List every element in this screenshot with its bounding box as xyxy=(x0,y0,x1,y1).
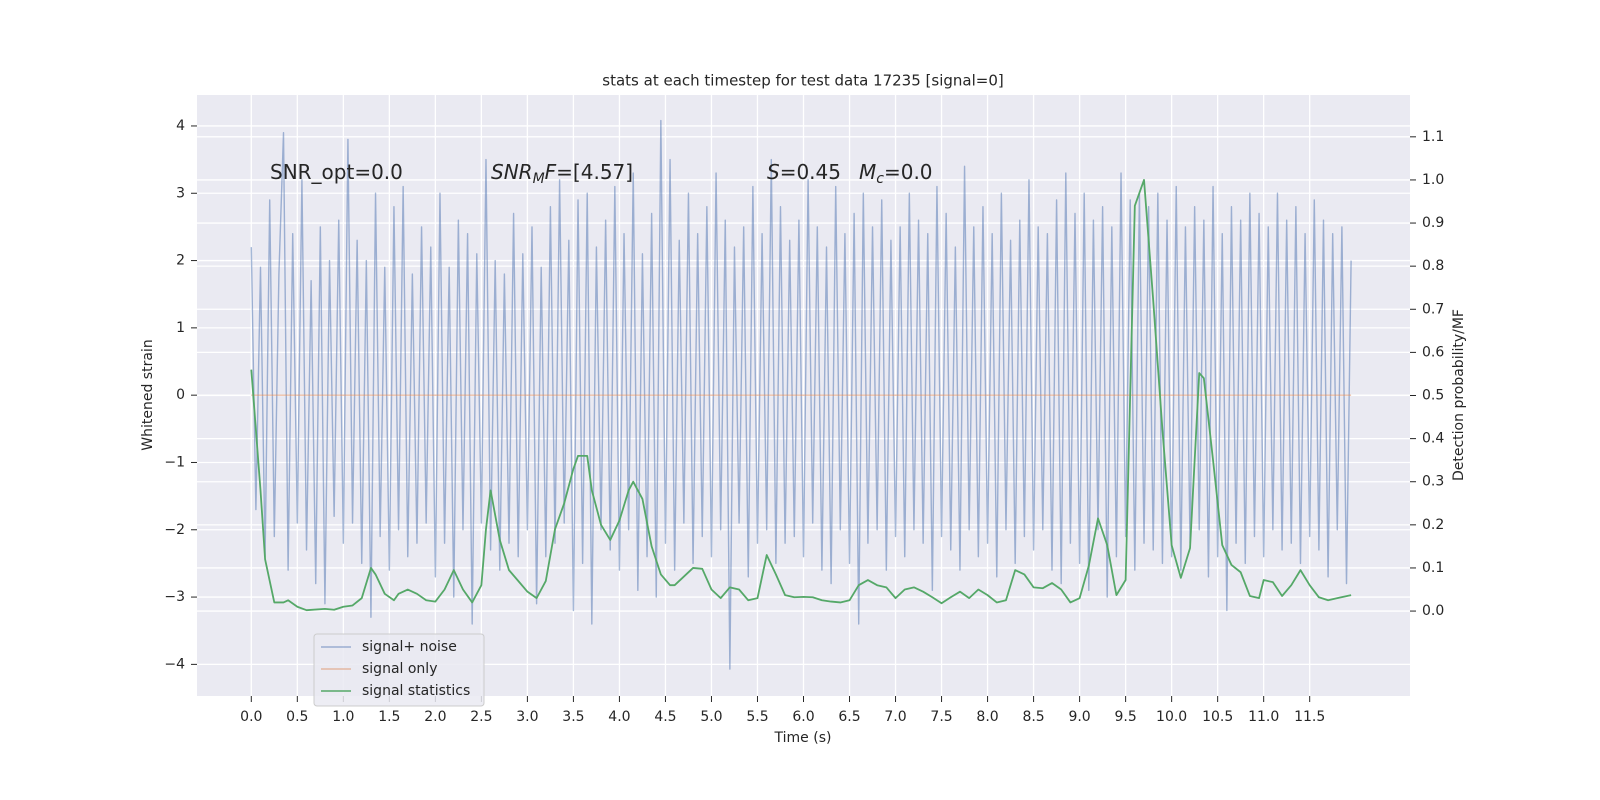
annotation-part: =0.45 xyxy=(780,160,841,184)
x-tick-label: 9.0 xyxy=(1068,709,1090,725)
annotation: SNRMF=[4.57] xyxy=(491,160,633,188)
legend-box xyxy=(313,633,485,707)
x-tick-label: 9.5 xyxy=(1114,709,1136,725)
y2-tick-label: 0.1 xyxy=(1422,560,1444,576)
y-tick-label: −4 xyxy=(164,656,185,672)
y-axis-label: Whitened strain xyxy=(140,339,156,450)
annotation: SNR_opt=0.0 xyxy=(270,160,403,184)
x-tick-label: 6.0 xyxy=(792,709,814,725)
x-tick-label: 1.5 xyxy=(378,709,400,725)
y2-tick-label: 0.8 xyxy=(1422,258,1444,274)
x-tick-label: 8.5 xyxy=(1022,709,1044,725)
x-tick-label: 5.0 xyxy=(700,709,722,725)
chart-title: stats at each timestep for test data 172… xyxy=(602,72,1003,90)
y2-tick-label: 0.5 xyxy=(1422,388,1444,404)
legend-label: signal+ noise xyxy=(362,639,457,655)
legend-label: signal statistics xyxy=(362,683,470,699)
x-tick-label: 3.5 xyxy=(562,709,584,725)
y2-tick-label: 1.0 xyxy=(1422,172,1444,188)
y-tick-label: 4 xyxy=(176,118,185,134)
x-tick-label: 1.0 xyxy=(332,709,354,725)
x-tick-label: 0.5 xyxy=(286,709,308,725)
x-tick-label: 3.0 xyxy=(516,709,538,725)
x-axis-label: Time (s) xyxy=(774,730,832,746)
y2-tick-label: 0.7 xyxy=(1422,301,1444,317)
x-tick-label: 11.5 xyxy=(1294,709,1325,725)
y2-tick-label: 0.2 xyxy=(1422,517,1444,533)
series-line xyxy=(250,119,1352,670)
y2-tick-label: 0.9 xyxy=(1422,215,1444,231)
annotation-part: =0.0 xyxy=(884,160,933,184)
x-tick-label: 0.0 xyxy=(240,709,262,725)
legend: signal+ noise signal only signal statistic… xyxy=(313,633,485,707)
x-tick-label: 4.5 xyxy=(654,709,676,725)
annotation-part: SNR xyxy=(491,160,533,184)
y-tick-label: 3 xyxy=(176,185,185,201)
y2-tick-label: 0.4 xyxy=(1422,431,1444,447)
legend-label: signal only xyxy=(362,661,437,677)
annotation-part: =[4.57] xyxy=(556,160,633,184)
y-tick-label: 0 xyxy=(176,387,185,403)
y-tick-label: −3 xyxy=(164,589,185,605)
x-tick-label: 5.5 xyxy=(746,709,768,725)
annotation-part: F xyxy=(545,160,557,184)
x-tick-label: 10.5 xyxy=(1202,709,1233,725)
annotation-part: M xyxy=(533,171,545,187)
x-tick-label: 10.0 xyxy=(1156,709,1187,725)
y2-axis-label: Detection probability/MF xyxy=(1451,309,1467,481)
y2-tick-label: 0.3 xyxy=(1422,474,1444,490)
annotation-part: SNR_opt=0.0 xyxy=(270,160,403,184)
annotation-part: M xyxy=(859,160,876,184)
annotation-part: c xyxy=(876,171,884,187)
ticks: −4 −3 −2 −1 0 1 2 3 4 0.0 0.1 0.2 0.3 0.4 0.5 0.6 0.7 0.8… xyxy=(164,118,1444,725)
x-tick-label: 6.5 xyxy=(838,709,860,725)
x-tick-label: 7.5 xyxy=(930,709,952,725)
y2-tick-label: 0.6 xyxy=(1422,344,1444,360)
x-tick-label: 11.0 xyxy=(1248,709,1279,725)
y-tick-label: −1 xyxy=(164,454,185,470)
x-tick-label: 4.0 xyxy=(608,709,630,725)
annotation: S=0.45 xyxy=(767,160,841,184)
x-tick-label: 2.5 xyxy=(470,709,492,725)
annotation: Mc=0.0 xyxy=(859,160,933,188)
annotation-part: S xyxy=(767,160,780,184)
y2-tick-label: 1.1 xyxy=(1422,129,1444,145)
y2-tick-label: 0.0 xyxy=(1422,603,1444,619)
y-tick-label: 1 xyxy=(176,320,185,336)
x-tick-label: 8.0 xyxy=(976,709,998,725)
y-tick-label: −2 xyxy=(164,522,185,538)
y-tick-label: 2 xyxy=(176,253,185,269)
series-line xyxy=(250,179,1352,612)
x-tick-label: 7.0 xyxy=(884,709,906,725)
x-tick-label: 2.0 xyxy=(424,709,446,725)
